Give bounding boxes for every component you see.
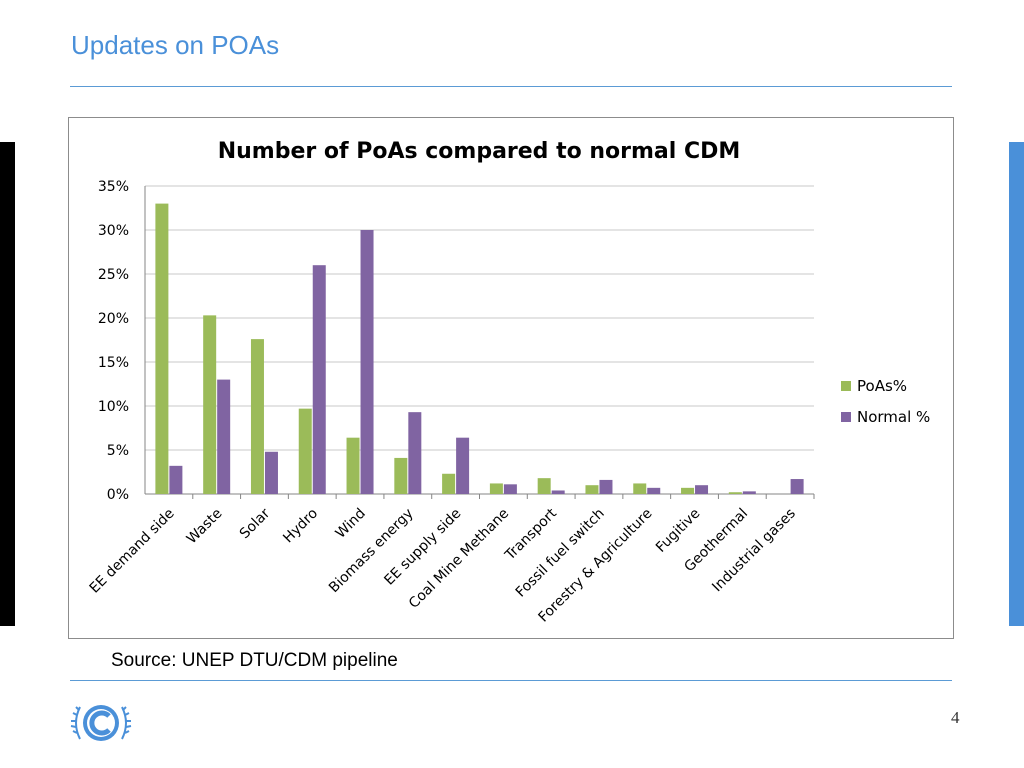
poas-bar-4	[298, 408, 312, 494]
normal-bar-12	[695, 485, 709, 494]
y-tick-label: 35%	[98, 179, 129, 195]
poas-bar-3	[250, 339, 264, 494]
normal-bar-5	[360, 230, 374, 494]
x-tick-label: Biomass energy	[326, 506, 417, 597]
x-tick-label: Solar	[237, 505, 274, 542]
chart-title: Number of PoAs compared to normal CDM	[218, 139, 741, 164]
y-tick-label: 5%	[107, 443, 129, 459]
page-number: 4	[951, 708, 960, 727]
normal-bar-4	[312, 265, 326, 494]
poas-bar-13	[728, 492, 742, 494]
chart-frame: Number of PoAs compared to normal CDM 0% 5…	[68, 117, 954, 639]
y-tick-label: 15%	[98, 355, 129, 371]
normal-bar-6	[408, 412, 422, 494]
poas-bar-1	[155, 203, 169, 494]
normal-bar-7	[456, 437, 470, 494]
legend-label-1: PoAs%	[857, 377, 907, 395]
x-tick-label: Waste	[184, 506, 226, 548]
poas-bar-11	[633, 483, 647, 494]
poas-bar-12	[681, 487, 695, 494]
right-edge-bar	[1009, 142, 1024, 626]
normal-bar-14	[790, 479, 804, 494]
x-tick-label: Wind	[333, 506, 369, 542]
normal-bar-10	[599, 479, 613, 494]
x-tick-label: EE demand side	[87, 506, 178, 597]
y-tick-label: 30%	[98, 223, 129, 239]
y-tick-label: 10%	[98, 399, 129, 415]
normal-bar-1	[169, 465, 183, 494]
poas-bar-9	[537, 478, 551, 494]
legend-swatch-2	[841, 412, 851, 422]
y-tick-label: 0%	[107, 487, 129, 503]
poas-bar-8	[489, 483, 503, 494]
normal-bar-8	[503, 484, 517, 494]
poas-bar-6	[394, 457, 408, 494]
normal-bar-9	[551, 490, 565, 494]
left-edge-bar	[0, 142, 15, 626]
y-tick-label: 20%	[98, 311, 129, 327]
source-note: Source: UNEP DTU/CDM pipeline	[111, 650, 398, 671]
legend-label-2: Normal %	[857, 408, 930, 426]
bar-chart: Number of PoAs compared to normal CDM 0% 5…	[87, 139, 931, 626]
legend-swatch-1	[841, 381, 851, 391]
footer-divider	[70, 680, 952, 681]
poas-bar-2	[203, 315, 217, 494]
poas-bar-5	[346, 437, 360, 494]
x-tick-label: Hydro	[280, 506, 321, 547]
x-tick-label: Fossil fuel switch	[513, 506, 608, 601]
poas-bar-7	[442, 473, 456, 494]
unfccc-logo-icon	[70, 705, 132, 741]
normal-bar-2	[217, 379, 231, 494]
slide-title: Updates on POAs	[71, 30, 280, 60]
title-divider	[70, 86, 952, 87]
normal-bar-3	[264, 451, 278, 494]
normal-bar-13	[742, 491, 756, 494]
normal-bar-11	[647, 487, 661, 494]
y-tick-label: 25%	[98, 267, 129, 283]
x-tick-label: Industrial gases	[709, 506, 799, 596]
poas-bar-10	[585, 485, 599, 494]
